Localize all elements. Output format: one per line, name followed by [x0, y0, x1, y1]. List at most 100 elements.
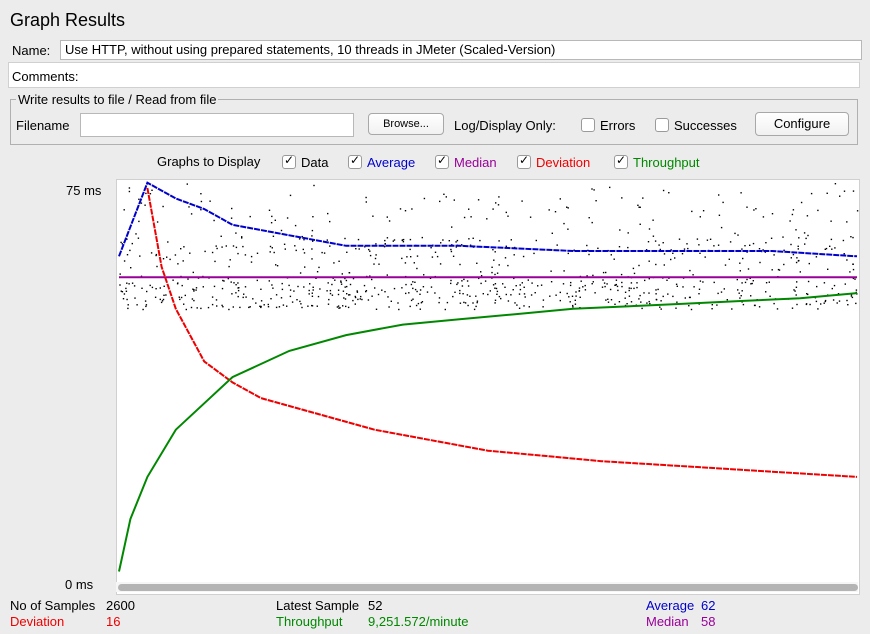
data-point [519, 284, 521, 286]
data-point [584, 289, 587, 291]
data-point [384, 243, 386, 245]
data-point [402, 238, 405, 241]
data-point [404, 210, 407, 212]
data-point [221, 304, 223, 307]
data-point [846, 299, 848, 302]
data-point [293, 290, 295, 292]
throughput-checkbox[interactable] [614, 153, 628, 169]
data-point [230, 217, 233, 219]
data-point [211, 303, 214, 306]
data-point [627, 232, 629, 234]
data-point [574, 299, 576, 301]
data-point [213, 285, 216, 288]
data-point [573, 249, 575, 251]
data-point [301, 306, 303, 309]
data-point [666, 279, 668, 281]
data-point [402, 241, 405, 243]
data-point [569, 301, 571, 303]
data-point [186, 183, 188, 185]
data-point [457, 282, 459, 284]
data-point [207, 306, 210, 309]
data-point [568, 296, 570, 298]
data-point [820, 303, 822, 305]
comments-area[interactable] [8, 62, 860, 88]
data-point [155, 254, 157, 257]
data-point [216, 305, 218, 307]
successes-checkbox[interactable] [655, 118, 669, 132]
data-point [343, 297, 345, 299]
average-checkbox[interactable] [348, 153, 362, 169]
browse-button[interactable]: Browse... [368, 113, 444, 135]
data-point [597, 247, 599, 249]
data-point [239, 306, 241, 309]
data-point [494, 283, 497, 285]
data-point [133, 285, 136, 287]
data-point [408, 292, 410, 294]
data-point [782, 236, 784, 238]
data-point [681, 253, 684, 255]
data-checkbox[interactable] [282, 153, 296, 169]
data-point [345, 305, 347, 308]
data-point [556, 244, 558, 246]
file-panel-legend: Write results to file / Read from file [16, 92, 219, 107]
errors-checkbox[interactable] [581, 118, 595, 132]
average-series-line [118, 181, 858, 258]
filename-input[interactable] [80, 113, 354, 137]
data-point [245, 296, 247, 298]
data-point [263, 304, 265, 306]
data-point [151, 286, 154, 289]
median-checkbox[interactable] [435, 153, 449, 169]
data-point [191, 298, 194, 300]
data-point [764, 251, 766, 253]
throughput-option-label: Throughput [633, 155, 700, 170]
data-point [836, 302, 838, 304]
data-point [446, 301, 449, 304]
data-point [222, 279, 224, 282]
data-point [271, 215, 273, 218]
data-point [566, 292, 568, 295]
data-point [125, 290, 128, 292]
data-point [269, 251, 271, 253]
data-point [165, 294, 167, 296]
average-stat-value: 62 [701, 598, 716, 613]
data-point [434, 251, 437, 253]
data-point [120, 290, 122, 292]
data-point [795, 294, 797, 296]
graph-scrollbar-thumb[interactable] [118, 584, 858, 591]
data-point [770, 237, 773, 239]
throughput-series-line [118, 292, 858, 572]
data-point [807, 293, 809, 296]
data-point [237, 289, 240, 292]
data-point [567, 207, 569, 209]
data-point [348, 272, 350, 274]
data-point [455, 246, 457, 248]
data-point [436, 255, 439, 258]
name-field[interactable]: Use HTTP, without using prepared stateme… [60, 40, 862, 60]
data-point [312, 289, 314, 291]
data-point [847, 304, 849, 306]
data-point [393, 287, 396, 290]
data-point [657, 288, 659, 291]
data-point [480, 282, 482, 285]
data-point [624, 297, 626, 299]
data-point [475, 305, 477, 308]
deviation-checkbox[interactable] [517, 153, 531, 169]
data-point [752, 280, 754, 282]
data-point [128, 190, 131, 193]
data-point [269, 245, 272, 248]
data-point [540, 284, 543, 286]
data-point [852, 277, 855, 280]
data-point [342, 290, 345, 292]
data-point [559, 291, 561, 294]
data-point [422, 286, 425, 288]
configure-button[interactable]: Configure [755, 112, 849, 136]
data-point [497, 204, 500, 206]
data-point [482, 293, 484, 295]
data-point [420, 302, 423, 304]
data-point [451, 226, 453, 228]
data-point [260, 305, 262, 308]
data-point [765, 242, 767, 244]
data-point [326, 239, 328, 241]
data-point [354, 296, 357, 299]
data-point [571, 295, 574, 297]
